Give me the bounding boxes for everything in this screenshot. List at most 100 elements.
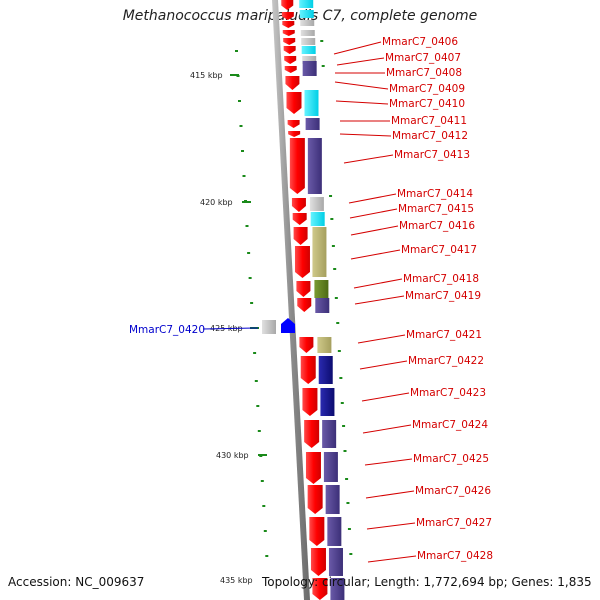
cog-box: [309, 197, 324, 211]
scale-tick: [330, 218, 334, 220]
leader-line: [339, 133, 392, 137]
gene-label-mmarc7_0413[interactable]: MmarC7_0413: [394, 149, 470, 161]
gene-label-mmarc7_0420[interactable]: MmarC7_0420: [129, 324, 205, 336]
leader-line: [349, 208, 398, 219]
gene-arrow[interactable]: [299, 337, 314, 353]
bottom-kbp-label: 435 kbp: [220, 576, 253, 585]
gene-label-mmarc7_0414[interactable]: MmarC7_0414: [397, 188, 473, 200]
gene-arrow[interactable]: [312, 578, 328, 600]
gene-label-mmarc7_0415[interactable]: MmarC7_0415: [398, 203, 474, 215]
gene-label-mmarc7_0427[interactable]: MmarC7_0427: [416, 517, 492, 529]
gene-label-mmarc7_0421[interactable]: MmarC7_0421: [406, 329, 482, 341]
cog-box: [307, 138, 322, 194]
scale-tick: [333, 268, 337, 270]
leader-line: [362, 424, 412, 434]
gene-arrow[interactable]: [307, 485, 323, 514]
scale-tick: [337, 350, 341, 352]
gene-arrow[interactable]: [291, 198, 306, 212]
scale-tick: [345, 478, 349, 480]
cog-box: [317, 337, 332, 353]
gene-arrow[interactable]: [282, 21, 295, 28]
gene-label-mmarc7_0428[interactable]: MmarC7_0428: [417, 550, 493, 562]
gene-label-mmarc7_0418[interactable]: MmarC7_0418: [403, 273, 479, 285]
gene-arrow[interactable]: [300, 356, 316, 384]
cog-box: [301, 46, 316, 54]
leader-line: [333, 41, 382, 55]
gene-arrow[interactable]: [284, 66, 297, 73]
gene-arrow[interactable]: [287, 120, 300, 128]
gene-arrow[interactable]: [309, 517, 325, 546]
leader-line: [365, 490, 415, 499]
gene-arrow[interactable]: [305, 452, 321, 484]
gene-label-mmarc7_0411[interactable]: MmarC7_0411: [391, 115, 467, 127]
gene-label-mmarc7_0407[interactable]: MmarC7_0407: [385, 52, 461, 64]
gene-label-mmarc7_0426[interactable]: MmarC7_0426: [415, 485, 491, 497]
cog-box: [322, 420, 337, 448]
leader-line: [353, 278, 403, 289]
gene-label-mmarc7_0423[interactable]: MmarC7_0423: [410, 387, 486, 399]
gene-arrow[interactable]: [294, 246, 310, 278]
gene-arrow[interactable]: [281, 0, 294, 10]
gene-label-mmarc7_0425[interactable]: MmarC7_0425: [413, 453, 489, 465]
scale-tick: [241, 150, 244, 152]
gene-label-mmarc7_0422[interactable]: MmarC7_0422: [408, 355, 484, 367]
gene-arrow[interactable]: [283, 38, 296, 45]
gene-arrow[interactable]: [293, 227, 308, 245]
gene-label-mmarc7_0409[interactable]: MmarC7_0409: [389, 83, 465, 95]
scale-tick: [331, 245, 335, 247]
leader-line: [202, 327, 259, 330]
gene-arrow[interactable]: [283, 46, 296, 54]
gene-label-mmarc7_0419[interactable]: MmarC7_0419: [405, 290, 481, 302]
gene-label-mmarc7_0412[interactable]: MmarC7_0412: [392, 130, 468, 142]
gene-arrow-reverse[interactable]: [281, 318, 295, 333]
gene-arrows[interactable]: [281, 0, 328, 600]
gene-arrow[interactable]: [304, 420, 320, 448]
scale-tick: [265, 555, 269, 557]
gene-arrow[interactable]: [285, 76, 300, 90]
gene-arrow[interactable]: [302, 388, 318, 416]
cog-box: [318, 356, 333, 384]
kbp-tick: [258, 454, 267, 456]
scale-tick: [336, 322, 340, 324]
gene-label-mmarc7_0424[interactable]: MmarC7_0424: [412, 419, 488, 431]
cog-box: [299, 10, 314, 18]
scale-tick: [256, 405, 260, 407]
gene-arrow[interactable]: [289, 138, 305, 194]
scale-tick: [321, 65, 325, 67]
gene-label-mmarc7_0408[interactable]: MmarC7_0408: [386, 67, 462, 79]
kbp-tick: [230, 74, 239, 76]
gene-arrow[interactable]: [282, 30, 295, 36]
cog-category-boxes: [262, 0, 345, 600]
cog-box: [300, 20, 315, 26]
scale-tick: [242, 175, 246, 177]
cog-box: [323, 452, 338, 482]
scale-tick: [260, 480, 264, 482]
scale-tick: [342, 425, 346, 427]
gene-arrow[interactable]: [284, 56, 297, 64]
leader-line: [366, 522, 416, 530]
gene-arrow[interactable]: [288, 131, 301, 137]
leader-line: [350, 225, 399, 236]
gene-label-mmarc7_0416[interactable]: MmarC7_0416: [399, 220, 475, 232]
cog-box: [304, 90, 319, 116]
gene-label-mmarc7_0406[interactable]: MmarC7_0406: [382, 36, 458, 48]
cog-box: [305, 118, 320, 130]
leader-line: [354, 295, 405, 305]
scale-tick: [257, 430, 261, 432]
accession-text: Accession: NC_009637: [8, 575, 145, 589]
leader-line: [364, 458, 413, 466]
gene-label-mmarc7_0410[interactable]: MmarC7_0410: [389, 98, 465, 110]
cog-box: [315, 298, 330, 313]
gene-arrow[interactable]: [297, 298, 312, 312]
scale-tick: [320, 40, 324, 42]
gene-arrow[interactable]: [281, 12, 294, 20]
gene-label-mmarc7_0417[interactable]: MmarC7_0417: [401, 244, 477, 256]
gene-arrow[interactable]: [310, 548, 326, 576]
genome-backbone: [272, 0, 310, 600]
cog-box: [262, 320, 276, 334]
gene-arrow[interactable]: [292, 213, 307, 225]
gene-labels[interactable]: MmarC7_0406 MmarC7_0407 MmarC7_0408 MmarC7_…: [129, 36, 493, 562]
gene-arrow[interactable]: [286, 92, 302, 114]
gene-arrow[interactable]: [296, 281, 311, 297]
